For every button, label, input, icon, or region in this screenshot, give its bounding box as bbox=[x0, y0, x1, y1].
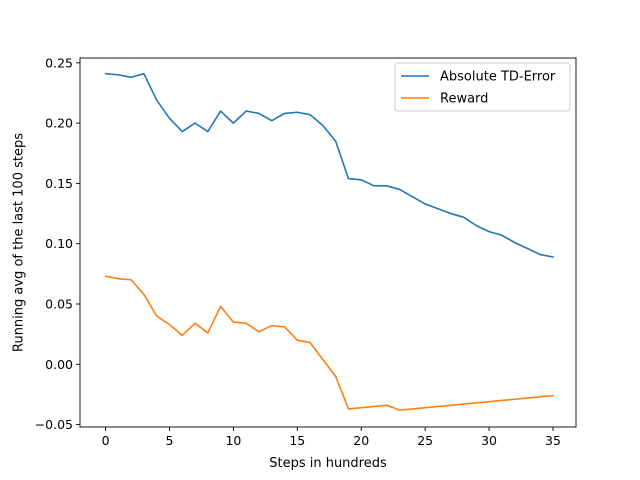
series-line-absolute-td-error bbox=[104, 72, 554, 258]
x-tick-label: 5 bbox=[166, 433, 174, 448]
legend: Absolute TD-Error Reward bbox=[394, 62, 571, 112]
y-tick-label: 0.00 bbox=[45, 357, 73, 372]
series-line-reward bbox=[104, 275, 554, 411]
x-tick-label: 15 bbox=[289, 433, 305, 448]
y-tick-label: 0.10 bbox=[45, 236, 73, 251]
legend-label-reward: Reward bbox=[440, 92, 488, 107]
legend-label-absolute-td-error: Absolute TD-Error bbox=[440, 70, 556, 85]
legend-box bbox=[394, 62, 571, 112]
y-axis: −0.05 0.00 0.05 0.10 0.15 0.20 0.25 bbox=[35, 55, 80, 432]
plot-frame bbox=[79, 57, 577, 428]
y-tick-label: 0.05 bbox=[45, 297, 73, 312]
y-axis-label: Running avg of the last 100 steps bbox=[12, 133, 27, 352]
y-tick-label: 0.15 bbox=[45, 176, 73, 191]
x-tick-label: 30 bbox=[481, 433, 497, 448]
x-tick-label: 10 bbox=[225, 433, 241, 448]
y-tick-label: 0.20 bbox=[45, 116, 73, 131]
x-tick-label: 0 bbox=[102, 433, 110, 448]
x-axis: 0 5 10 15 20 25 30 35 bbox=[102, 427, 561, 448]
x-tick-label: 20 bbox=[353, 433, 369, 448]
x-tick-label: 25 bbox=[417, 433, 433, 448]
x-tick-label: 35 bbox=[545, 433, 561, 448]
y-tick-label: −0.05 bbox=[35, 417, 73, 432]
plot-lines bbox=[104, 72, 554, 411]
y-tick-label: 0.25 bbox=[45, 55, 73, 70]
x-axis-label: Steps in hundreds bbox=[269, 456, 387, 471]
